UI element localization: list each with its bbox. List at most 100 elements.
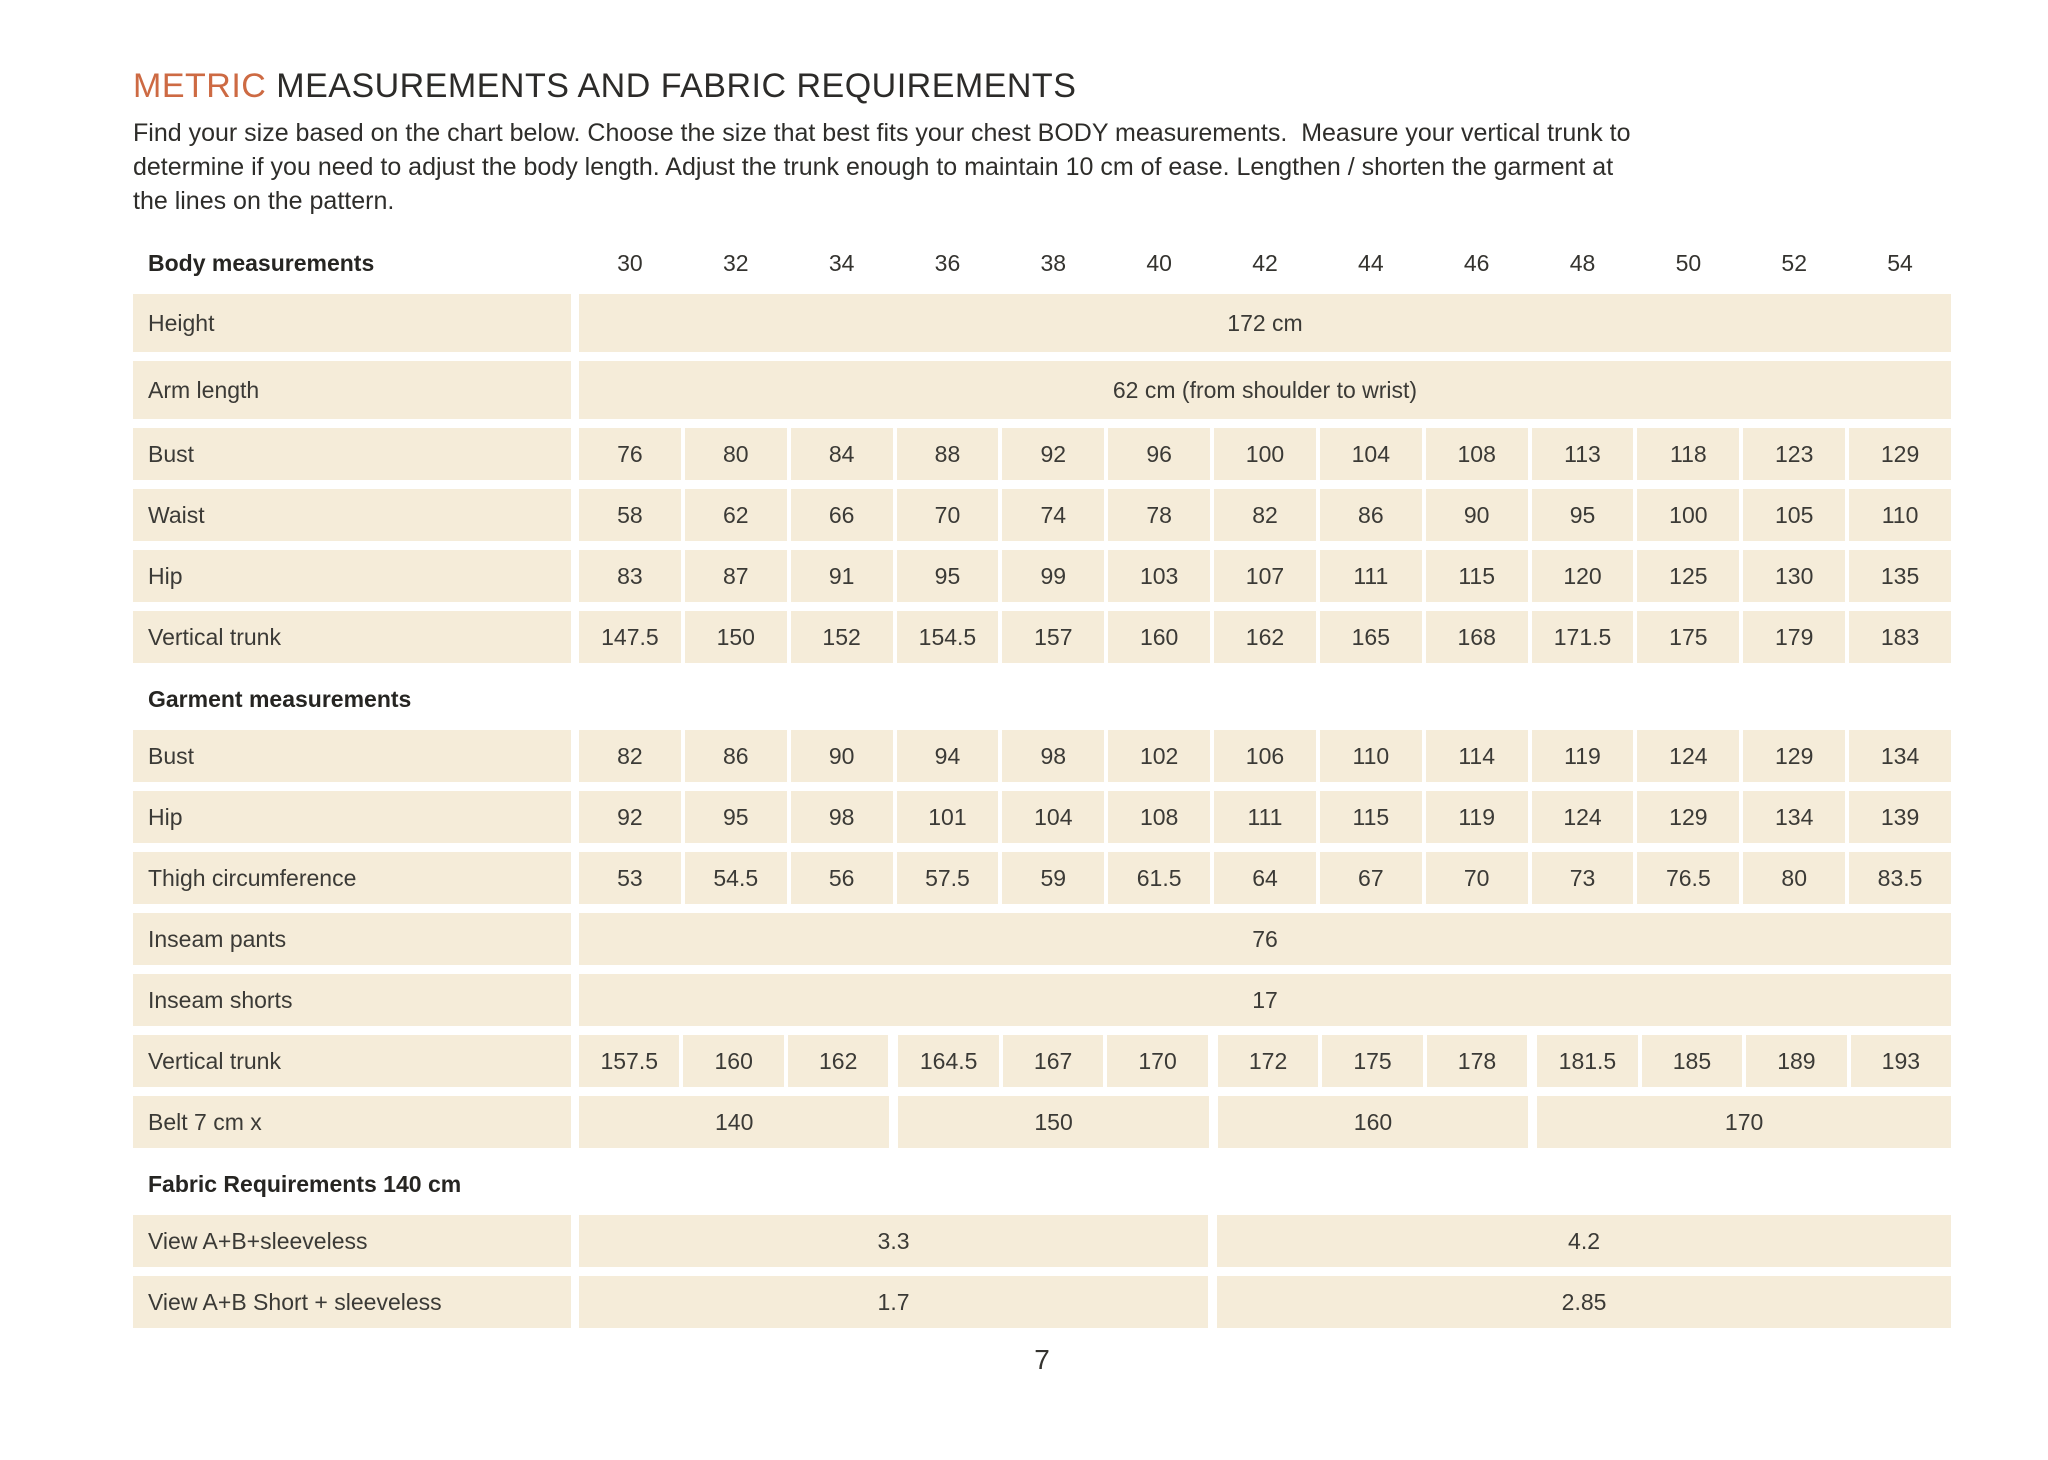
- value-cell: 178: [1426, 1035, 1528, 1087]
- size-header-cell: 36: [934, 249, 961, 276]
- value-cell: 76.5: [1637, 852, 1740, 904]
- value-cell: 53: [579, 852, 681, 904]
- table-row: Vertical trunk 147.5 150 152 154.5 157 160 162 1…: [133, 611, 1951, 663]
- value-cell: 67: [1319, 852, 1422, 904]
- table-row: Height 172 cm: [133, 294, 1951, 352]
- value-cell: 170: [1107, 1035, 1208, 1087]
- value-cell: 105: [1743, 489, 1846, 541]
- value-cell: 86: [1319, 489, 1422, 541]
- value-cell: 82: [1214, 489, 1316, 541]
- table-row: Inseam pants 76: [133, 913, 1951, 965]
- value-cell: 106: [1214, 730, 1316, 782]
- row-values: 157.5 160 162 164.5 167 170 172 175 178 181.5 185 1…: [579, 1035, 1952, 1087]
- value-cell: 90: [790, 730, 893, 782]
- value-cell: 154.5: [896, 611, 999, 663]
- size-header-cell: 54: [1887, 249, 1913, 276]
- row-values: 17: [579, 974, 1951, 1026]
- value-cell: 114: [1425, 730, 1528, 782]
- value-cell: 61.5: [1108, 852, 1211, 904]
- row-values: 140 150 160 170: [579, 1096, 1952, 1148]
- value-cell: 111: [1319, 550, 1422, 602]
- value-cell: 57.5: [896, 852, 999, 904]
- value-cell: 70: [896, 489, 999, 541]
- row-label: Height: [133, 294, 571, 352]
- row-label: View A+B+sleeveless: [133, 1215, 571, 1267]
- size-header-cell: 38: [1040, 249, 1067, 276]
- section-header: Fabric Requirements 140 cm: [148, 1170, 462, 1197]
- value-cell: 165: [1319, 611, 1422, 663]
- size-header-cells: 30 32 34 36 38 40 42 44 46 48 50 52 54: [579, 240, 1951, 286]
- value-span-cell: 172 cm: [579, 294, 1951, 352]
- page-title-rest: MEASUREMENTS AND FABRIC REQUIREMENTS: [266, 67, 1077, 105]
- value-cell: 80: [684, 428, 787, 480]
- table-row: Bust 82 86 90 94 98 102 106 110 114 119 124 129 134: [133, 730, 1951, 782]
- value-cell: 86: [684, 730, 787, 782]
- size-header-cell: 30: [617, 249, 643, 276]
- value-cell: 101: [896, 791, 999, 843]
- value-cell: 130: [1743, 550, 1846, 602]
- row-label: Vertical trunk: [133, 611, 571, 663]
- value-cell: 87: [684, 550, 787, 602]
- value-span-cell: 62 cm (from shoulder to wrist): [579, 361, 1951, 419]
- value-cell: 157.5: [579, 1035, 680, 1087]
- section-header: Garment measurements: [148, 685, 412, 712]
- value-cell: 88: [896, 428, 999, 480]
- row-values: 53 54.5 56 57.5 59 61.5 64 67 70 73 76.5 80 83.5: [579, 852, 1951, 904]
- size-header-cell: 32: [722, 249, 749, 276]
- value-cell: 104: [1002, 791, 1105, 843]
- size-header-cell: 52: [1781, 249, 1807, 276]
- value-cell: 54.5: [684, 852, 787, 904]
- value-cell: 134: [1743, 791, 1846, 843]
- row-label: Thigh circumference: [133, 852, 571, 904]
- intro-line: determine if you need to adjust the body…: [133, 153, 1614, 181]
- value-cell: 83.5: [1849, 852, 1951, 904]
- row-values: 62 cm (from shoulder to wrist): [579, 361, 1951, 419]
- value-cell: 95: [1531, 489, 1634, 541]
- value-cell: 135: [1849, 550, 1951, 602]
- value-cell: 108: [1425, 428, 1528, 480]
- value-cell: 115: [1319, 791, 1422, 843]
- value-span-cell: 76: [579, 913, 1951, 965]
- size-table: Body measurements 30 32 34 36 38 40 42 44 46 48 50 5…: [133, 240, 1952, 1328]
- value-cell: 129: [1637, 791, 1740, 843]
- value-cell: 113: [1531, 428, 1634, 480]
- size-header-cell: 40: [1146, 249, 1172, 276]
- value-cell: 119: [1531, 730, 1634, 782]
- value-cell: 175: [1322, 1035, 1423, 1087]
- page-number: 7: [1034, 1344, 1050, 1375]
- value-cell: 98: [1002, 730, 1105, 782]
- value-cell: 107: [1214, 550, 1316, 602]
- row-label: Inseam shorts: [133, 974, 571, 1026]
- intro-line: the lines on the pattern.: [133, 187, 395, 215]
- value-cell: 98: [790, 791, 893, 843]
- value-cell: 58: [579, 489, 681, 541]
- row-values: 76: [579, 913, 1951, 965]
- column-header-label: Body measurements: [148, 249, 375, 276]
- value-cell: 181.5: [1537, 1035, 1638, 1087]
- table-row: Thigh circumference 53 54.5 56 57.5 59 61.5 64 6…: [133, 852, 1951, 904]
- value-group-cell: 140: [579, 1096, 890, 1148]
- value-cell: 110: [1319, 730, 1422, 782]
- value-cell: 95: [896, 550, 999, 602]
- table-row: Inseam shorts 17: [133, 974, 1951, 1026]
- table-row: Vertical trunk 157.5 160 162 164.5 167 170 172 1…: [133, 1035, 1952, 1087]
- value-cell: 108: [1108, 791, 1211, 843]
- value-cell: 66: [790, 489, 893, 541]
- column-header-row: Body measurements 30 32 34 36 38 40 42 44 46 48 50 5…: [133, 240, 1951, 286]
- value-cell: 118: [1637, 428, 1740, 480]
- value-cell: 152: [790, 611, 893, 663]
- value-cell: 171.5: [1531, 611, 1634, 663]
- table-row: View A+B Short + sleeveless 1.7 2.85: [133, 1276, 1951, 1328]
- value-cell: 124: [1637, 730, 1740, 782]
- document-page: METRIC MEASUREMENTS AND FABRIC REQUIREME…: [133, 67, 1952, 1375]
- table-row: Hip 92 95 98 101 104 108 111 115 119 124 129 134 139: [133, 791, 1951, 843]
- row-values: 3.3 4.2: [579, 1215, 1951, 1267]
- row-values: 83 87 91 95 99 103 107 111 115 120 125 130 135: [579, 550, 1951, 602]
- value-cell: 91: [790, 550, 893, 602]
- value-cell: 119: [1425, 791, 1528, 843]
- value-cell: 185: [1641, 1035, 1743, 1087]
- value-cell: 102: [1108, 730, 1211, 782]
- value-cell: 167: [1002, 1035, 1104, 1087]
- table-row: View A+B+sleeveless 3.3 4.2: [133, 1215, 1951, 1267]
- value-cell: 74: [1002, 489, 1105, 541]
